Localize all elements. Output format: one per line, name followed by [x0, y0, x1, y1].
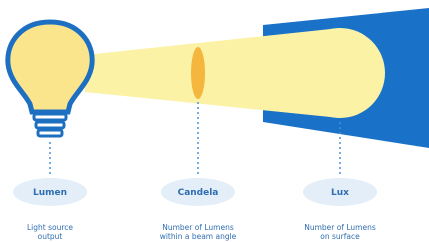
diagram: Lumen Light sourceoutput Candela Number of … — [0, 0, 429, 242]
stage-description: Number of Lumens — [304, 223, 376, 232]
stage-description: Number of Lumens — [162, 223, 234, 232]
stage-description: Light source — [27, 223, 73, 232]
stage-description: within a beam angle — [160, 232, 237, 241]
stage-title: Lux — [331, 188, 349, 198]
stage-description: on surface — [320, 232, 360, 241]
stage-title: Candela — [178, 188, 219, 198]
light-spot — [295, 28, 385, 118]
bulb — [8, 22, 92, 136]
stage-title: Lumen — [33, 188, 67, 198]
stage-description: output — [38, 232, 63, 241]
beam-section — [191, 47, 205, 99]
